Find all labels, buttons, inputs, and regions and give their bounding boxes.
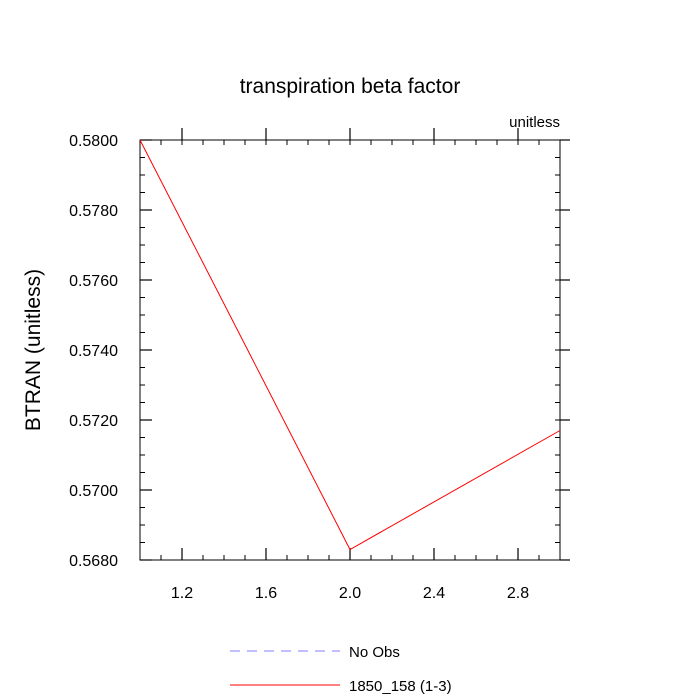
y-tick-label: 0.5720	[69, 413, 118, 430]
y-tick-label: 0.5760	[69, 273, 118, 290]
x-tick-label: 1.2	[171, 585, 193, 602]
y-axis-label: BTRAN (unitless)	[22, 269, 45, 431]
y-tick-label: 0.5700	[69, 483, 118, 500]
x-tick-label: 2.0	[339, 585, 361, 602]
x-axis: 1.2 1.6 2.0 2.4 2.8	[139, 128, 561, 602]
series-line	[139, 139, 561, 551]
x-tick-label: 2.4	[423, 585, 445, 602]
x-tick-label: 1.6	[255, 585, 277, 602]
y-tick-label: 0.5800	[69, 133, 118, 150]
y-axis: 0.5680 0.5700 0.5720 0.5740 0.5760 0.5780 0.58…	[69, 133, 570, 570]
x-tick-label: 2.8	[507, 585, 529, 602]
y-tick-label: 0.5740	[69, 343, 118, 360]
legend-label: No Obs	[349, 644, 400, 661]
y-tick-label: 0.5680	[69, 553, 118, 570]
series-layer	[139, 139, 561, 551]
chart-subtitle: unitless	[509, 114, 560, 131]
chart-title: transpiration beta factor	[240, 75, 461, 98]
plot-frame	[139, 139, 561, 561]
y-tick-label: 0.5780	[69, 203, 118, 220]
plot-border	[139, 139, 561, 561]
legend: No Obs 1850_158 (1-3)	[230, 644, 452, 695]
legend-label: 1850_158 (1-3)	[349, 678, 452, 695]
